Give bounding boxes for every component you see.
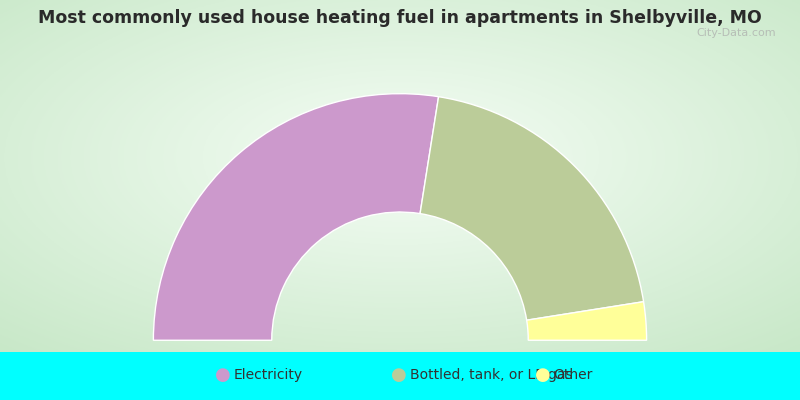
Wedge shape [154,94,438,340]
Text: Most commonly used house heating fuel in apartments in Shelbyville, MO: Most commonly used house heating fuel in… [38,9,762,27]
Text: City-Data.com: City-Data.com [696,28,776,38]
Text: ●: ● [390,366,406,384]
Text: Bottled, tank, or LP gas: Bottled, tank, or LP gas [410,368,572,382]
Text: ●: ● [534,366,550,384]
Text: ●: ● [214,366,230,384]
Wedge shape [526,302,646,340]
Wedge shape [420,97,643,320]
Text: Other: Other [554,368,593,382]
Text: Electricity: Electricity [234,368,302,382]
